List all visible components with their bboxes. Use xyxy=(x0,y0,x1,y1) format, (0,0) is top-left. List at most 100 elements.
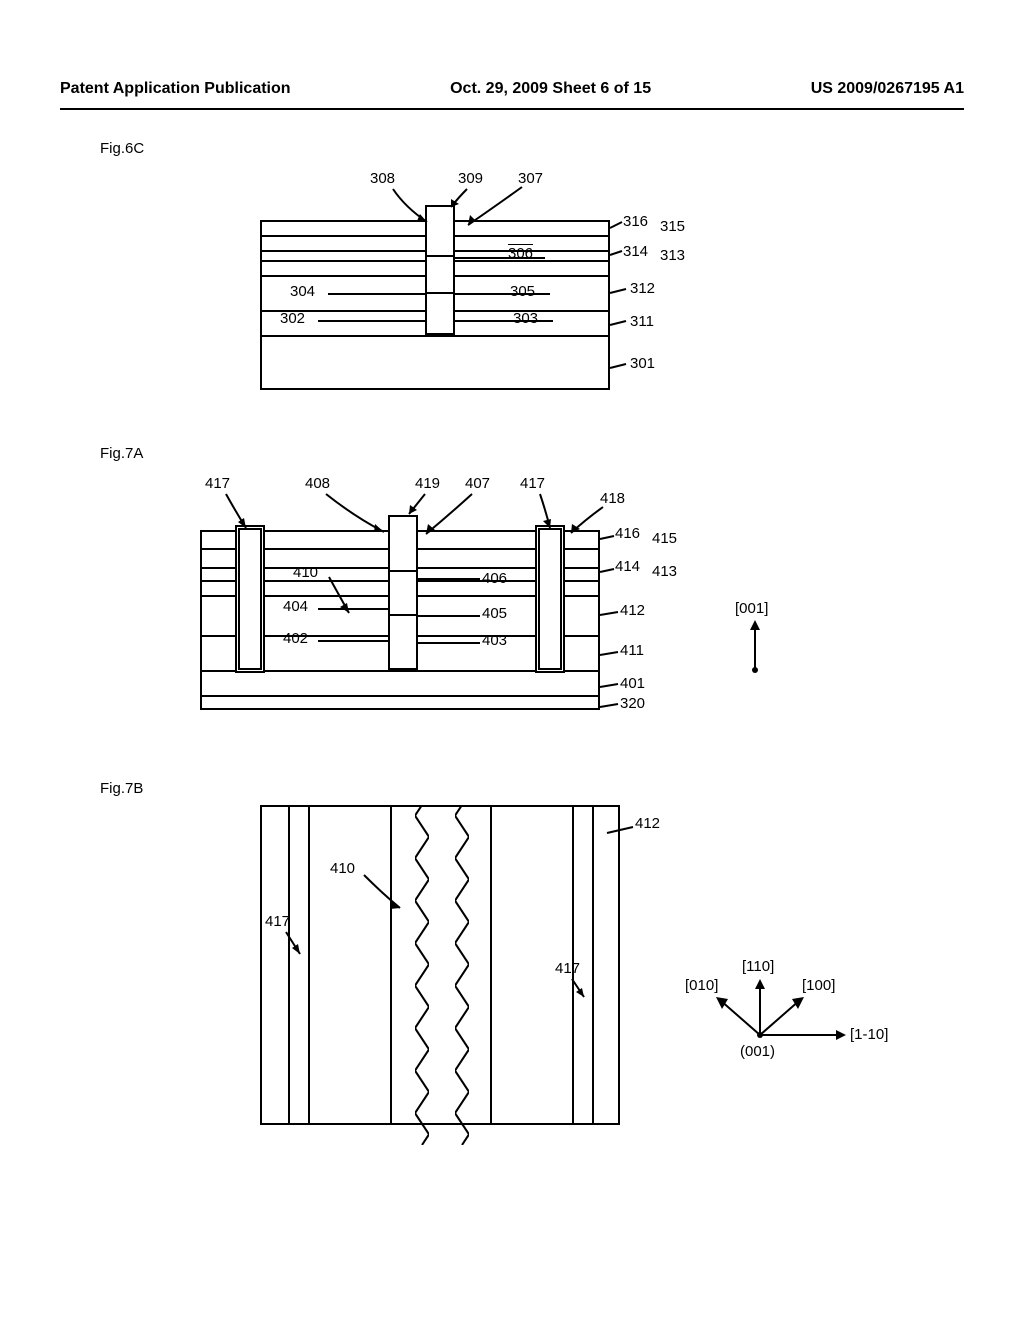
compass-7b: [010] [110] [100] [1-10] (001) xyxy=(680,955,900,1065)
lead-407 xyxy=(422,492,477,537)
trench-417-left-inner xyxy=(238,528,262,670)
lead-311 xyxy=(608,317,630,329)
lead-417a-7b xyxy=(282,930,304,958)
label-315: 315 xyxy=(660,218,685,235)
lead-302 xyxy=(318,320,425,322)
label-312: 312 xyxy=(630,280,655,297)
header-center: Oct. 29, 2009 Sheet 6 of 15 xyxy=(450,80,651,98)
label-410-7b: 410 xyxy=(330,860,355,877)
pillar-sep-7a-2 xyxy=(388,614,418,616)
label-413: 413 xyxy=(652,563,677,580)
label-417b: 417 xyxy=(520,475,545,492)
pillar-sep-2 xyxy=(425,255,455,257)
label-320: 320 xyxy=(620,695,645,712)
fig7b-title: Fig.7B xyxy=(100,780,964,797)
stripe-r2 xyxy=(592,805,594,1125)
axis-001: [001] xyxy=(735,600,795,680)
lead-301 xyxy=(608,360,630,372)
label-405: 405 xyxy=(482,605,507,622)
zig-left xyxy=(415,805,429,1145)
ctr-l xyxy=(390,805,392,1125)
axis-001-label: [001] xyxy=(735,600,768,617)
lead-314 xyxy=(608,247,626,259)
lead-401 xyxy=(598,680,620,690)
label-301: 301 xyxy=(630,355,655,372)
label-302: 302 xyxy=(280,310,305,327)
label-415: 415 xyxy=(652,530,677,547)
lead-405 xyxy=(418,615,480,617)
lead-402 xyxy=(318,640,388,642)
label-411: 411 xyxy=(620,642,644,659)
lead-408 xyxy=(320,492,390,537)
label-308: 308 xyxy=(370,170,395,187)
label-305: 305 xyxy=(510,283,535,300)
header-left: Patent Application Publication xyxy=(60,80,291,98)
label-412-7b: 412 xyxy=(635,815,660,832)
lead-417b-7b xyxy=(568,977,588,1001)
compass-010: [010] xyxy=(685,977,718,994)
label-417a-7b: 417 xyxy=(265,913,290,930)
label-407: 407 xyxy=(465,475,490,492)
label-406: 406 xyxy=(482,570,507,587)
header-right: US 2009/0267195 A1 xyxy=(811,80,964,98)
lead-403 xyxy=(418,642,480,644)
lead-416 xyxy=(598,532,616,542)
lead-303 xyxy=(455,320,553,322)
compass-001: (001) xyxy=(740,1043,775,1060)
lead-307 xyxy=(462,185,532,230)
lead-404 xyxy=(318,608,388,610)
compass-100: [100] xyxy=(802,977,835,994)
pillar-419 xyxy=(388,515,418,670)
label-401: 401 xyxy=(620,675,645,692)
lead-412 xyxy=(598,608,620,618)
pillar-sep-7a-1 xyxy=(388,570,418,572)
stripe-l2 xyxy=(308,805,310,1125)
lead-417b xyxy=(536,492,556,532)
lead-414 xyxy=(598,565,616,575)
label-412: 412 xyxy=(620,602,645,619)
fig6c-title: Fig.6C xyxy=(100,140,964,157)
label-402: 402 xyxy=(283,630,308,647)
label-316: 316 xyxy=(623,213,648,230)
lead-304 xyxy=(328,293,425,295)
lead-316 xyxy=(608,220,626,232)
lead-305 xyxy=(455,293,550,295)
trench-417-right-inner xyxy=(538,528,562,670)
ctr-r xyxy=(490,805,492,1125)
lead-411 xyxy=(598,648,620,658)
label-404: 404 xyxy=(283,598,308,615)
lead-410-7b xyxy=(360,873,405,913)
label-417a: 417 xyxy=(205,475,230,492)
split-301 xyxy=(260,335,610,337)
label-313: 313 xyxy=(660,247,685,264)
compass-110: [110] xyxy=(742,958,774,975)
label-419: 419 xyxy=(415,475,440,492)
label-417b-7b: 417 xyxy=(555,960,580,977)
label-311: 311 xyxy=(630,313,654,330)
lead-412-7b xyxy=(605,823,635,837)
label-303: 303 xyxy=(513,310,538,327)
label-416: 416 xyxy=(615,525,640,542)
label-408: 408 xyxy=(305,475,330,492)
label-306: 306 xyxy=(508,245,533,262)
fig7b: 410 417 417 412 [010] [110] [100] [ xyxy=(260,805,660,1145)
label-414: 414 xyxy=(615,558,640,575)
lead-312 xyxy=(608,285,630,297)
label-403: 403 xyxy=(482,632,507,649)
pillar-sep-1 xyxy=(425,292,455,294)
lead-406 xyxy=(418,578,480,580)
patent-page: Patent Application Publication Oct. 29, … xyxy=(0,0,1024,1320)
lead-308 xyxy=(385,187,435,227)
lead-417a xyxy=(222,492,252,532)
label-304: 304 xyxy=(290,283,315,300)
compass-1m10: [1-10] xyxy=(850,1026,888,1043)
header-rule xyxy=(60,108,964,110)
fig7a-title: Fig.7A xyxy=(100,445,964,462)
split-320 xyxy=(200,695,600,697)
fig7a: 417 408 419 407 417 418 410 404 402 406 … xyxy=(200,470,720,740)
stripe-l1 xyxy=(288,805,290,1125)
lead-320 xyxy=(598,700,620,710)
label-314: 314 xyxy=(623,243,648,260)
label-410: 410 xyxy=(293,564,318,581)
fig6c: 304 302 306 305 303 308 309 307 315 316 … xyxy=(260,165,680,405)
